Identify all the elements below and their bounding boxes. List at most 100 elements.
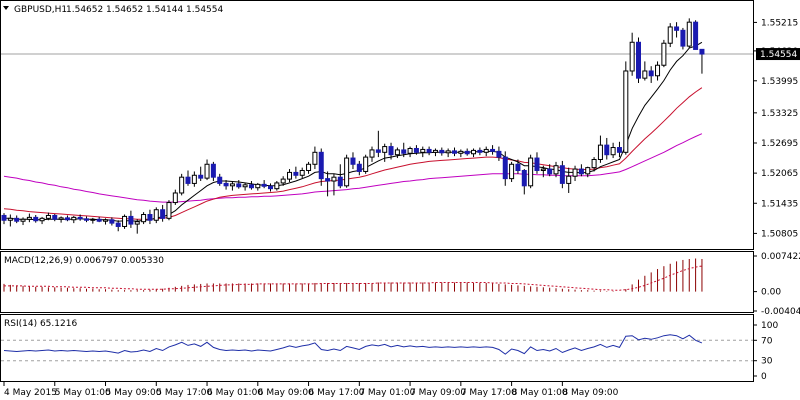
candle-body [477,149,483,153]
price-tick-label: 1.52695 [761,139,798,149]
candle-body [375,149,381,153]
candle [147,209,153,225]
candle [344,154,350,188]
candle-body [77,216,83,220]
candle-body [217,176,223,184]
candle [636,37,641,83]
candle [255,182,261,191]
collapse-triangle-icon[interactable] [3,6,9,10]
candle [52,214,58,222]
candle [7,214,13,227]
candle [483,146,489,157]
rsi-panel-frame [0,314,754,382]
candle-body [103,219,109,222]
candle-body [648,70,654,77]
price-tick-label: 1.55215 [761,18,798,28]
rsi-line [3,334,703,355]
candle [566,167,572,193]
macd-tick-label: 0.007422 [761,252,800,262]
candle [274,181,280,191]
candle-body [287,171,293,180]
candle [515,159,521,174]
candle-body [661,42,667,66]
candle-body [547,168,553,175]
candle [172,189,178,205]
candlesticks[interactable] [1,18,705,234]
candle-body [58,217,64,220]
candle [103,218,109,225]
candle [229,181,235,191]
candle [439,147,445,156]
candle [401,142,407,158]
time-tick-label: 5 May 01:00 [55,388,111,398]
candle [198,166,204,182]
candle [350,152,356,170]
candle [534,152,540,174]
candle-body [204,163,210,179]
candle-body [680,29,686,47]
candle-body [14,217,20,222]
candle [610,142,616,159]
candle [134,219,140,234]
candle-body [413,147,419,153]
candle-body [306,163,312,171]
candle [623,61,629,155]
candle-body [134,221,140,225]
candle [369,146,375,162]
candle-body [369,149,375,158]
candle [306,161,312,174]
candle [299,167,305,179]
candle-body [407,147,413,154]
price-tick-label: 1.51435 [761,199,798,209]
rsi-tick-label: 0 [761,372,767,382]
macd-tick-label: -0.004041 [761,307,800,317]
candle-body [401,149,407,154]
candle-body [464,150,470,155]
candle-body [325,178,331,182]
candle [572,165,578,182]
candle [109,217,115,226]
candle [375,130,381,158]
candle [318,148,324,186]
candle [597,135,603,163]
candle-body [528,157,534,187]
candle-body [33,216,39,222]
candle [445,148,451,158]
candle-body [261,183,267,187]
candle-body [458,150,464,154]
candle-body [540,168,546,171]
candle-body [191,174,197,184]
candle-body [490,148,496,152]
candle [210,161,216,182]
candle [477,147,483,156]
candle [604,137,610,160]
candle [20,217,26,226]
candle [71,215,77,224]
candle-body [521,169,527,187]
rsi-tick-label: 30 [761,357,773,367]
candle [141,212,147,225]
time-tick-label: 6 May 09:00 [258,388,314,398]
candle-body [623,70,629,153]
candle-body [248,184,254,189]
candle [553,161,559,178]
candle-body [471,149,477,155]
candle-body [153,209,159,221]
candle-body [128,215,134,225]
candle [267,183,273,192]
candle [464,148,470,156]
candle-body [236,183,242,188]
candle-body [160,209,166,219]
candle-body [210,163,216,178]
candle [559,160,565,189]
candle-body [502,156,508,180]
price-tick-label: 1.50805 [761,229,798,239]
candle-body [356,163,362,172]
candle-body [350,157,356,165]
candle-body [394,149,400,156]
candle-body [337,176,343,187]
candle-body [451,150,457,154]
macd-axis: 0.007422 0.00 -0.004041 [753,252,800,317]
candle [686,18,692,49]
